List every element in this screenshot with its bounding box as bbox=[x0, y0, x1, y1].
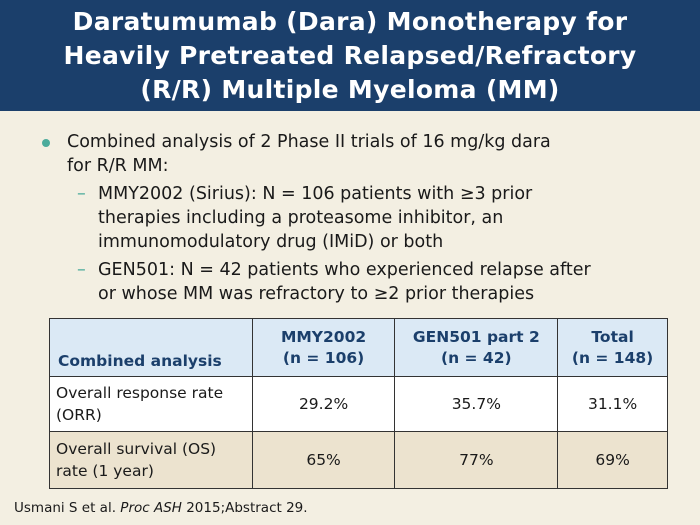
table-cell: 65% bbox=[251, 431, 396, 489]
dash-icon: – bbox=[77, 260, 86, 280]
header-combined-analysis: Combined analysis bbox=[49, 318, 253, 377]
title-line: Heavily Pretreated Relapsed/Refractory bbox=[63, 40, 637, 70]
dash-icon: – bbox=[77, 184, 86, 204]
bullet-dot-icon bbox=[42, 139, 50, 147]
table-cell: 77% bbox=[394, 431, 559, 489]
table-row: Overall response rate (ORR) 29.2% 35.7% … bbox=[49, 376, 668, 432]
title-line: (R/R) Multiple Myeloma (MM) bbox=[140, 74, 560, 104]
bullet-text-line: for R/R MM: bbox=[67, 156, 169, 176]
header-text: GEN501 part 2 bbox=[412, 327, 540, 346]
table-header-row: Combined analysis MMY2002 (n = 106) GEN5… bbox=[49, 318, 668, 377]
row-label-line: Overall response rate bbox=[56, 384, 224, 402]
citation-journal: Proc ASH bbox=[120, 500, 182, 516]
row-label: Overall response rate (ORR) bbox=[49, 376, 253, 432]
table-cell: 69% bbox=[557, 431, 668, 489]
title-bar: Daratumumab (Dara) Monotherapy for Heavi… bbox=[0, 0, 700, 111]
row-label: Overall survival (OS) rate (1 year) bbox=[49, 431, 253, 489]
sub-bullet-mmy2002: – MMY2002 (Sirius): N = 106 patients wit… bbox=[40, 182, 680, 254]
table-cell: 29.2% bbox=[251, 376, 396, 432]
table-row: Overall survival (OS) rate (1 year) 65% … bbox=[49, 431, 668, 489]
row-label-line: rate (1 year) bbox=[56, 462, 154, 480]
bullet-item: Combined analysis of 2 Phase II trials o… bbox=[40, 130, 680, 178]
header-mmy2002: MMY2002 (n = 106) bbox=[251, 318, 396, 377]
bullet-list: Combined analysis of 2 Phase II trials o… bbox=[40, 130, 680, 306]
sub-bullet-line: immunomodulatory drug (IMiD) or both bbox=[98, 232, 444, 252]
sub-bullet-gen501: – GEN501: N = 42 patients who experience… bbox=[40, 258, 680, 306]
sub-bullet-line: MMY2002 (Sirius): N = 106 patients with … bbox=[98, 184, 533, 204]
bullet-text-line: Combined analysis of 2 Phase II trials o… bbox=[67, 132, 551, 152]
header-gen501: GEN501 part 2 (n = 42) bbox=[394, 318, 559, 377]
sub-bullet-line: GEN501: N = 42 patients who experienced … bbox=[98, 260, 591, 280]
row-label-line: (ORR) bbox=[56, 406, 102, 424]
table-cell: 31.1% bbox=[557, 376, 668, 432]
title-line: Daratumumab (Dara) Monotherapy for bbox=[72, 6, 628, 36]
citation-authors: Usmani S et al. bbox=[14, 500, 121, 516]
header-text: Combined analysis bbox=[58, 352, 222, 370]
table-cell: 35.7% bbox=[394, 376, 559, 432]
header-total: Total (n = 148) bbox=[557, 318, 668, 377]
slide-title: Daratumumab (Dara) Monotherapy for Heavi… bbox=[63, 5, 636, 107]
sub-bullet-line: therapies including a proteasome inhibit… bbox=[98, 208, 504, 228]
citation-details: 2015;Abstract 29. bbox=[181, 500, 308, 516]
header-text: (n = 148) bbox=[571, 348, 654, 367]
header-text: Total bbox=[591, 327, 634, 346]
header-text: (n = 106) bbox=[282, 348, 365, 367]
row-label-line: Overall survival (OS) bbox=[56, 440, 217, 458]
citation: Usmani S et al. Proc ASH 2015;Abstract 2… bbox=[14, 500, 308, 516]
sub-bullet-line: or whose MM was refractory to ≥2 prior t… bbox=[98, 284, 535, 304]
results-table: Combined analysis MMY2002 (n = 106) GEN5… bbox=[49, 318, 668, 489]
header-text: MMY2002 bbox=[280, 327, 367, 346]
header-text: (n = 42) bbox=[441, 348, 512, 367]
